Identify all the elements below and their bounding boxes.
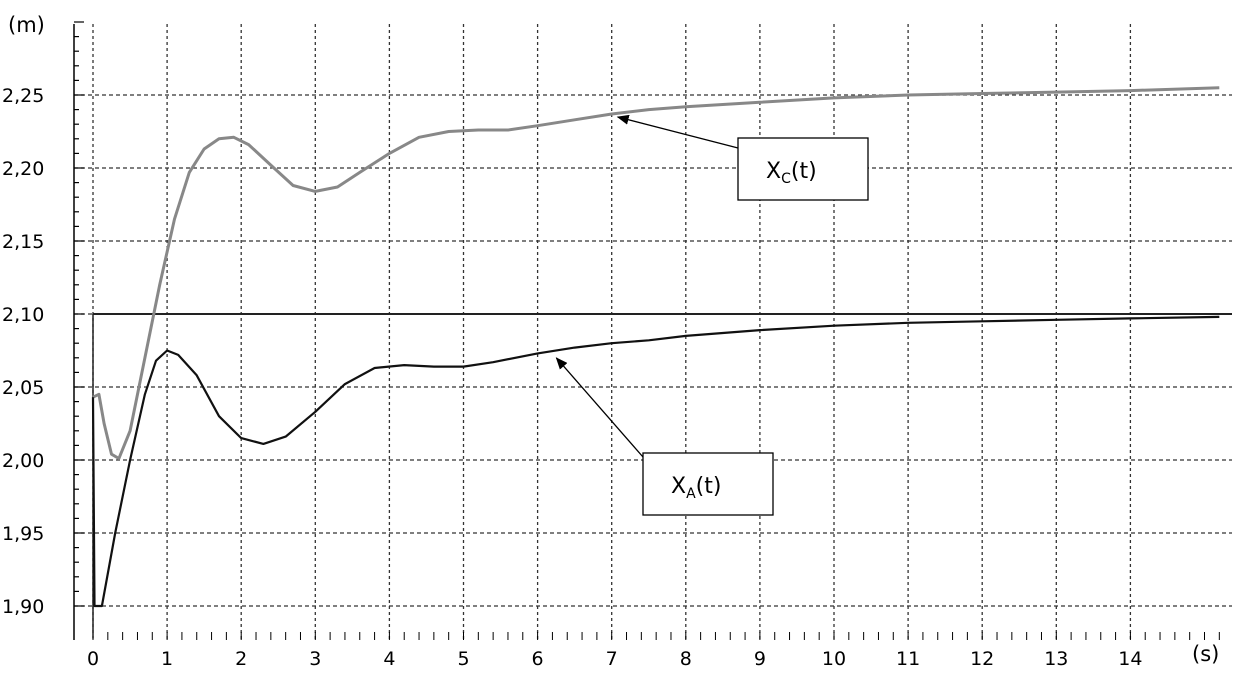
callout-label-main: X [671, 474, 686, 499]
callout-box [642, 452, 774, 516]
x-axis-unit-label: (s) [1192, 642, 1219, 666]
x-tick-label: 8 [680, 648, 692, 670]
x-tick-label: 5 [457, 648, 469, 670]
callout-label-subscript: A [686, 486, 696, 502]
y-tick-label: 2,10 [2, 304, 44, 326]
annotations: XC(t)XA(t) [555, 114, 869, 516]
callout-xa: XA(t) [555, 357, 774, 516]
x-tick-label: 11 [896, 648, 920, 670]
y-axis-unit-label: (m) [8, 13, 45, 37]
y-tick-label: 2,25 [2, 85, 44, 107]
y-tick-label: 2,00 [2, 450, 44, 472]
callout-arrow [555, 357, 644, 458]
x-tick-label: 12 [970, 648, 994, 670]
callout-label-subscript: C [781, 171, 791, 187]
series-lines [91, 86, 1232, 638]
callout-label: XA(t) [671, 474, 721, 502]
x-tick-label: 10 [822, 648, 846, 670]
x-tick-label: 1 [161, 648, 173, 670]
x-tick-label: 7 [606, 648, 618, 670]
x-tick-label: 6 [532, 648, 544, 670]
y-tick-label: 2,20 [2, 158, 44, 180]
callout-arrow [616, 114, 739, 149]
x-tick-label: 3 [309, 648, 321, 670]
x-tick-label: 13 [1044, 648, 1068, 670]
callout-label-main: X [766, 159, 781, 184]
y-tick-label: 2,15 [2, 231, 44, 253]
grid [74, 24, 1232, 640]
y-tick-label: 1,90 [2, 596, 44, 618]
axes: 1,901,952,002,052,102,152,202,250 1 2 3 4 5 6 7… [2, 21, 1220, 670]
x-tick-label: 2 [235, 648, 247, 670]
callout-xc: XC(t) [616, 114, 869, 201]
callout-box [737, 137, 869, 201]
callout-label-tail: (t) [696, 474, 722, 499]
series-line-xa [91, 315, 1220, 608]
x-tick-label: 14 [1118, 648, 1142, 670]
callout-label-tail: (t) [791, 159, 817, 184]
callout-label: XC(t) [766, 159, 817, 187]
x-tick-label: 9 [754, 648, 766, 670]
x-tick-label: 4 [383, 648, 395, 670]
y-tick-label: 2,05 [2, 377, 44, 399]
x-tick-label: 0 [87, 648, 99, 670]
y-tick-label: 1,95 [2, 523, 44, 545]
series-line-xc [92, 86, 1220, 460]
